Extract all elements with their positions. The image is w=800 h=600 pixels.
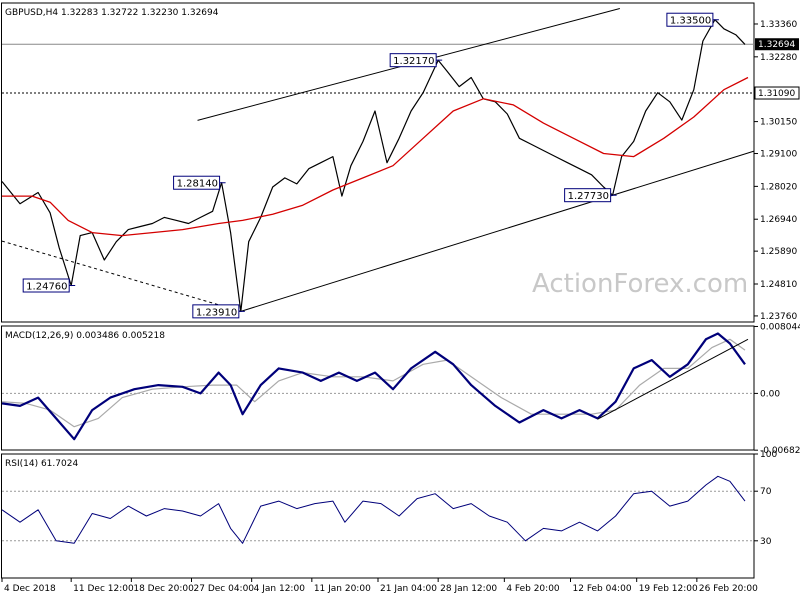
x-tick-label: 26 Feb 20:00 (699, 584, 758, 594)
y-tick-label: 1.23760 (760, 312, 797, 322)
price-series (1, 19, 746, 312)
price-panel: 1.33360 1.32280 1.30150 1.29100 1.28020 1.269… (1, 2, 800, 323)
level-price-label: 1.31090 (758, 89, 795, 99)
y-tick-label: 1.33360 (760, 20, 797, 30)
x-tick-label: 4 Feb 20:00 (506, 584, 560, 594)
channel-lower-line (240, 150, 755, 312)
price-label-box (564, 188, 612, 203)
y-tick-label: 1.24810 (760, 280, 797, 290)
y-tick-label: 1.28020 (760, 182, 797, 192)
rsi-series (1, 475, 746, 544)
rsi-panel-title: RSI(14) 61.7024 (5, 459, 78, 469)
y-tick-label: 70 (760, 487, 772, 497)
y-tick-label: 30 (760, 537, 772, 547)
x-tick-label: 4 Dec 2018 (4, 584, 56, 594)
x-tick-label: 21 Jan 04:00 (380, 584, 437, 594)
y-tick-label: 1.29100 (760, 150, 797, 160)
macd-trend-line (597, 338, 749, 420)
x-tick-label: 4 Jan 12:00 (254, 584, 306, 594)
moving-average-series (2, 76, 749, 237)
macd-series (1, 332, 746, 441)
price-label-box (192, 304, 240, 319)
x-axis: 4 Dec 2018 11 Dec 12:00 18 Dec 20:00 27 Dec… (1, 578, 758, 594)
price-label-box (173, 175, 221, 190)
macd-signal-series (1, 338, 746, 428)
x-tick-label: 27 Dec 04:00 (194, 584, 255, 594)
price-label-box (666, 12, 714, 27)
x-tick-label: 19 Feb 12:00 (639, 584, 698, 594)
price-panel-title: GBPUSD,H4 1.32283 1.32722 1.32230 1.3269… (5, 8, 219, 18)
price-label-text: 1.28140 (177, 179, 218, 190)
y-tick-label: 1.25890 (760, 247, 797, 257)
y-tick-label: 0.00 (760, 389, 780, 399)
macd-panel-title: MACD(12,26,9) 0.003486 0.005218 (5, 331, 165, 341)
y-tick-label: 1.30150 (760, 118, 797, 128)
x-tick-label: 11 Jan 20:00 (314, 584, 371, 594)
price-panel-frame (1, 2, 755, 323)
y-tick-label: 0.008044 (760, 322, 800, 332)
price-label-text: 1.33500 (670, 16, 711, 27)
price-label-text: 1.23910 (196, 307, 237, 318)
x-tick-label: 18 Dec 20:00 (133, 584, 194, 594)
current-price-box (755, 38, 799, 51)
price-label-text: 1.32170 (393, 56, 434, 67)
watermark: ActionForex.com (532, 269, 748, 299)
y-tick-label: 100 (760, 450, 777, 460)
level-price-box (754, 86, 800, 100)
x-tick-label: 28 Jan 12:00 (440, 584, 497, 594)
x-tick-label: 11 Dec 12:00 (73, 584, 134, 594)
x-tick-label: 12 Feb 04:00 (573, 584, 632, 594)
price-label-text: 1.27730 (568, 191, 609, 202)
current-price-label: 1.32694 (758, 40, 795, 50)
price-label-text: 1.24760 (26, 282, 67, 293)
macd-panel-frame (1, 325, 755, 451)
price-label-box (22, 278, 70, 293)
y-tick-label: 1.26940 (760, 215, 797, 225)
y-tick-label: 1.32280 (760, 53, 797, 63)
price-label-box (389, 53, 437, 68)
